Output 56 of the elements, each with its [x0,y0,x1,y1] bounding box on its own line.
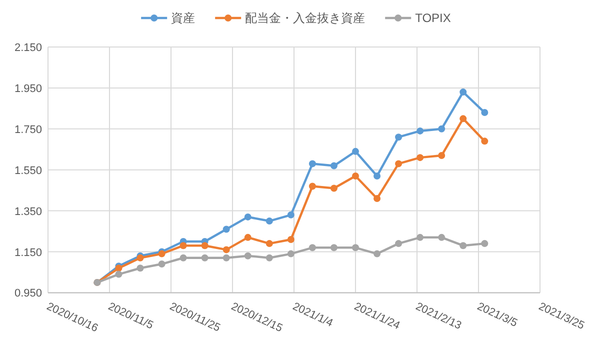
y-tick-label: 1.150 [14,246,42,259]
point [438,125,446,132]
point [201,242,208,250]
point [158,260,166,268]
point [244,213,252,220]
point [222,226,230,233]
point [222,246,230,254]
point [308,160,316,168]
point [395,240,402,248]
point [244,252,252,260]
legend-label: TOPIX [415,11,451,25]
point [481,109,488,116]
legend-label: 資産 [171,11,196,25]
y-tick-label: 2.150 [14,42,42,54]
point [115,270,122,278]
point [222,254,230,262]
point [352,148,359,155]
y-tick-label: 0.950 [14,288,42,300]
point [374,172,381,180]
point [460,115,467,122]
legend-label: 配当金・入金抜き資産 [245,11,366,25]
point [352,172,359,180]
point [266,240,273,248]
y-tick-label: 1.350 [14,206,42,218]
point [244,234,252,241]
point [287,250,294,258]
point [438,152,446,160]
point [180,242,187,250]
point [395,134,402,141]
point [460,88,467,96]
point [330,162,338,170]
point [308,182,316,190]
point [201,254,208,262]
point [266,218,273,225]
point [330,244,338,252]
point [330,184,338,192]
point [136,264,144,272]
point [352,244,359,252]
point [395,160,402,168]
point [481,240,488,248]
point [266,254,273,262]
point [460,242,467,250]
point [416,127,424,134]
y-tick-label: 1.750 [14,124,42,136]
point [416,234,424,241]
point [416,154,424,162]
point [374,195,381,202]
point [308,244,316,252]
point [481,138,488,145]
point [287,236,294,243]
point [180,254,187,262]
point [374,250,381,258]
point [438,234,446,241]
point [287,211,294,218]
y-tick-label: 1.950 [14,82,42,95]
y-tick-label: 1.550 [14,164,42,177]
